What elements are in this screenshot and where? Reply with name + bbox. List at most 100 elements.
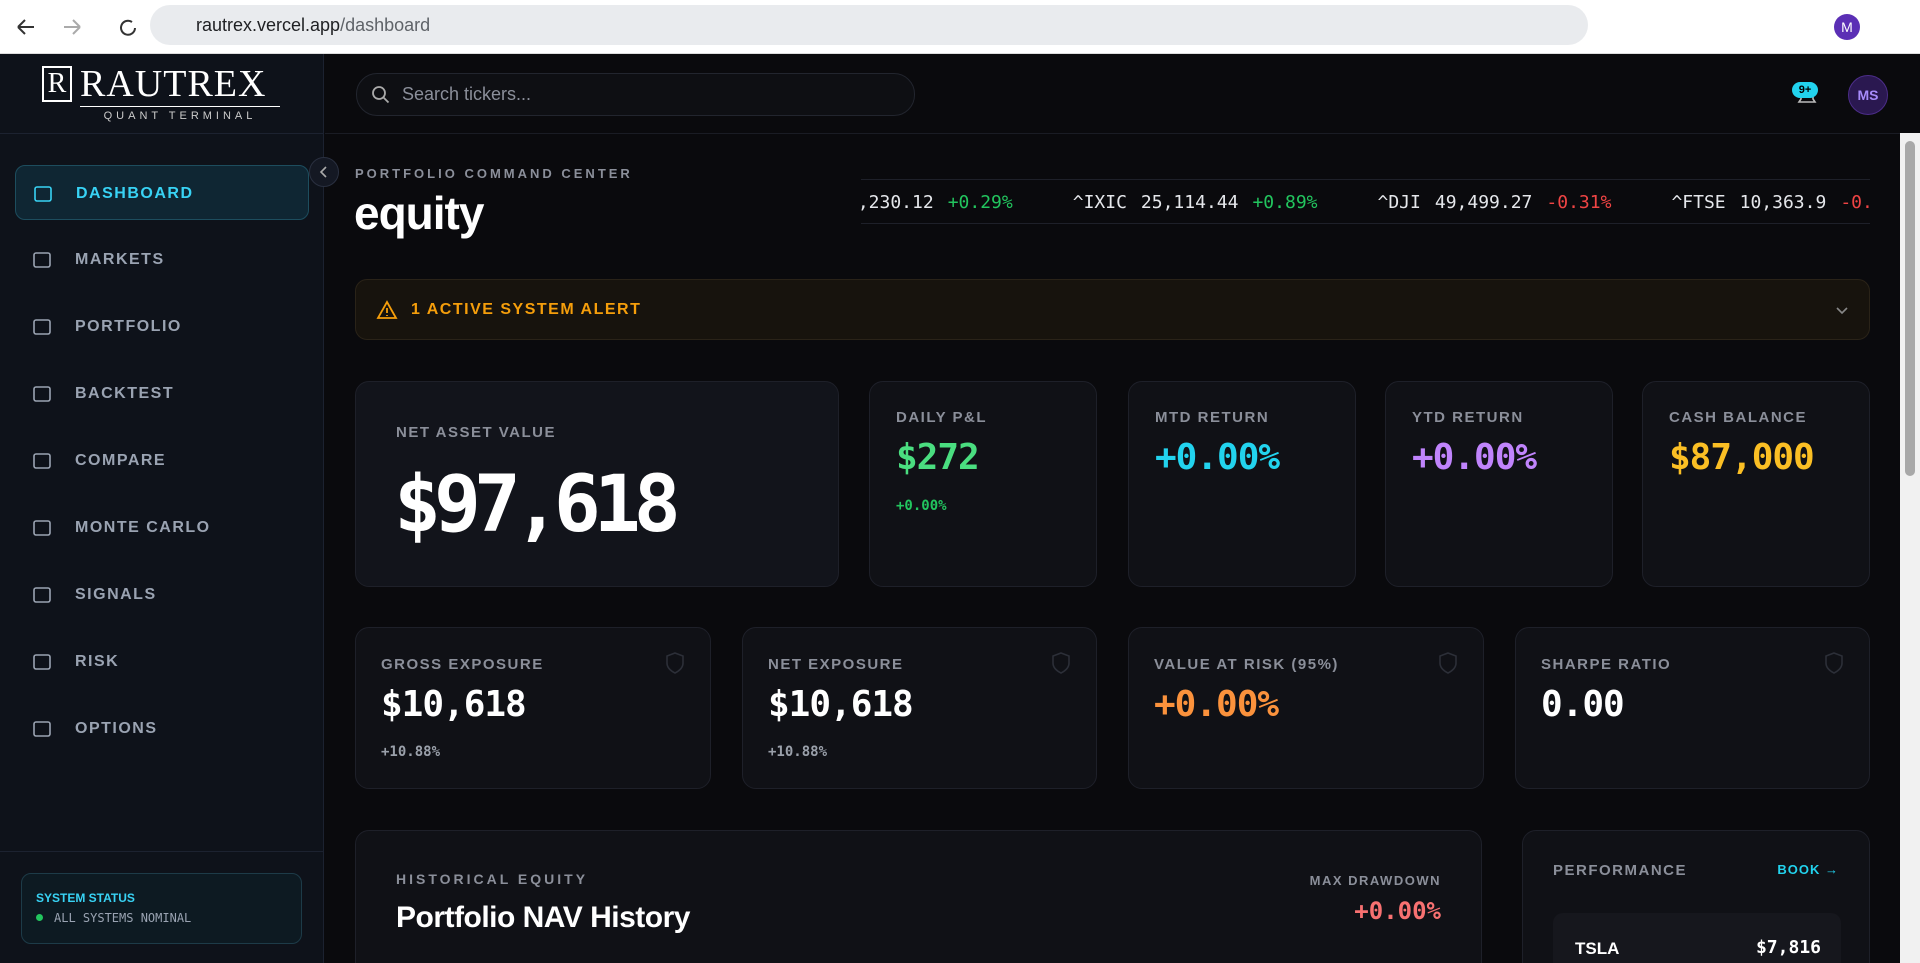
nav-icon (33, 721, 51, 737)
nav-label: MONTE CARLO (75, 519, 211, 536)
nav-label: RISK (75, 653, 120, 670)
url-host: rautrex.vercel.app (196, 15, 341, 35)
metric-label: YTD RETURN (1412, 409, 1524, 426)
collapse-button[interactable] (309, 157, 339, 187)
risk-label: SHARPE RATIO (1541, 656, 1672, 673)
nav-item[interactable]: RISK (15, 634, 309, 689)
metric-card: YTD RETURN +0.00% (1385, 381, 1613, 587)
logo-subtitle: QUANT TERMINAL (80, 106, 280, 122)
url-bar[interactable]: rautrex.vercel.app/dashboard (150, 5, 1588, 45)
risk-sub: +10.88% (768, 744, 828, 760)
profile-avatar[interactable]: M (1834, 14, 1860, 40)
ticker-symbol: ^FTSE (1671, 192, 1726, 213)
nav-item[interactable]: MONTE CARLO (15, 500, 309, 555)
alert-bar[interactable]: 1 ACTIVE SYSTEM ALERT (355, 279, 1870, 340)
divider (0, 851, 324, 852)
ticker-item: ^FTSE 10,363.9 -0.1 (1671, 192, 1870, 213)
nav-item[interactable]: BACKTEST (15, 366, 309, 421)
risk-value: $10,618 (381, 684, 527, 725)
ticker-price: 10,363.9 (1739, 192, 1827, 213)
ticker-symbol: ^IXIC (1072, 192, 1127, 213)
row-symbol: TSLA (1575, 939, 1620, 958)
drawdown-label: MAX DRAWDOWN (1309, 873, 1441, 888)
panel-eyebrow: HISTORICAL EQUITY (396, 871, 589, 887)
ticker-change: -0.1 (1840, 192, 1870, 213)
drawdown-value: +0.00% (1354, 897, 1441, 925)
nav-icon (33, 654, 51, 670)
nav-item[interactable]: DASHBOARD (15, 165, 309, 220)
nav-item[interactable]: MARKETS (15, 232, 309, 287)
scroll-thumb[interactable] (1905, 141, 1915, 476)
panel-title: Portfolio NAV History (396, 901, 690, 934)
performance-row[interactable]: TSLA $7,816 (1553, 913, 1841, 963)
risk-label: NET EXPOSURE (768, 656, 904, 673)
ticker-change: -0.31% (1546, 192, 1612, 213)
nav-item[interactable]: COMPARE (15, 433, 309, 488)
metric-label: NET ASSET VALUE (396, 424, 557, 441)
metric-card: MTD RETURN +0.00% (1128, 381, 1356, 587)
nav-icon (33, 386, 51, 402)
nav-icon (33, 520, 51, 536)
status-dot (36, 914, 43, 921)
status-title: SYSTEM STATUS (36, 891, 135, 905)
risk-label: GROSS EXPOSURE (381, 656, 544, 673)
user-avatar[interactable]: MS (1848, 75, 1888, 115)
nav-item[interactable]: OPTIONS (15, 701, 309, 756)
nav-item[interactable]: PORTFOLIO (15, 299, 309, 354)
nav-buttons[interactable] (14, 14, 144, 40)
alert-text: 1 ACTIVE SYSTEM ALERT (411, 301, 642, 318)
nav-label: BACKTEST (75, 385, 175, 402)
metric-value: $97,618 (394, 460, 681, 550)
ticker-strip: 7,230.12 +0.29% ^IXIC 25,114.44 +0.89% ^DJI 49… (861, 179, 1870, 224)
notification-badge: 9+ (1792, 82, 1818, 98)
metric-label: CASH BALANCE (1669, 409, 1807, 426)
metric-card: CASH BALANCE $87,000 (1642, 381, 1870, 587)
ticker-symbol: ^DJI (1377, 192, 1421, 213)
risk-card: NET EXPOSURE $10,618 +10.88% (742, 627, 1097, 789)
ticker-item: ^DJI 49,499.27 -0.31% (1378, 192, 1612, 213)
status-text: ALL SYSTEMS NOMINAL (54, 911, 192, 925)
nav-label: PORTFOLIO (75, 318, 182, 335)
metric-label: MTD RETURN (1155, 409, 1270, 426)
nav-icon (33, 587, 51, 603)
row-value: $7,816 (1755, 937, 1821, 958)
book-text: BOOK (1777, 862, 1821, 877)
risk-value: +0.00% (1154, 684, 1279, 725)
metric-card: DAILY P&L $272 +0.00% (869, 381, 1097, 587)
ticker-price: 49,499.27 (1434, 192, 1533, 213)
metric-value: +0.00% (1155, 437, 1280, 478)
nav-label: MARKETS (75, 251, 165, 268)
ticker-item: 7,230.12 +0.29% (861, 192, 1013, 213)
ticker-price: 7,230.12 (861, 192, 934, 213)
risk-value: 0.00 (1541, 684, 1625, 725)
header-border (325, 133, 1900, 134)
risk-value: $10,618 (768, 684, 914, 725)
nav-icon (33, 319, 51, 335)
metric-card: NET ASSET VALUE $97,618 (355, 381, 839, 587)
logo: RAUTREX (80, 63, 267, 105)
risk-sub: +10.88% (381, 744, 441, 760)
ticker-change: +0.29% (947, 192, 1013, 213)
divider (0, 133, 324, 134)
risk-card: VALUE AT RISK (95%) +0.00% (1128, 627, 1484, 789)
nav-label: COMPARE (75, 452, 167, 469)
search-box[interactable]: Search tickers... (356, 73, 915, 116)
metric-value: $87,000 (1669, 437, 1815, 478)
risk-label: VALUE AT RISK (95%) (1154, 656, 1339, 673)
nav-history-panel: HISTORICAL EQUITY Portfolio NAV History … (355, 830, 1482, 963)
nav-label: SIGNALS (75, 586, 157, 603)
scrollbar[interactable] (1900, 133, 1920, 963)
search-placeholder: Search tickers... (402, 84, 532, 104)
ticker-price: 25,114.44 (1140, 192, 1239, 213)
card-icon (666, 652, 684, 674)
nav-icon (33, 453, 51, 469)
nav-item[interactable]: SIGNALS (15, 567, 309, 622)
nav-label: DASHBOARD (76, 185, 194, 202)
nav-label: OPTIONS (75, 720, 158, 737)
browser-bar: rautrex.vercel.app/dashboard M (0, 0, 1920, 54)
eyebrow: PORTFOLIO COMMAND CENTER (355, 166, 633, 181)
metric-value: +0.00% (1412, 437, 1537, 478)
book-link[interactable]: BOOK → (1777, 862, 1839, 877)
